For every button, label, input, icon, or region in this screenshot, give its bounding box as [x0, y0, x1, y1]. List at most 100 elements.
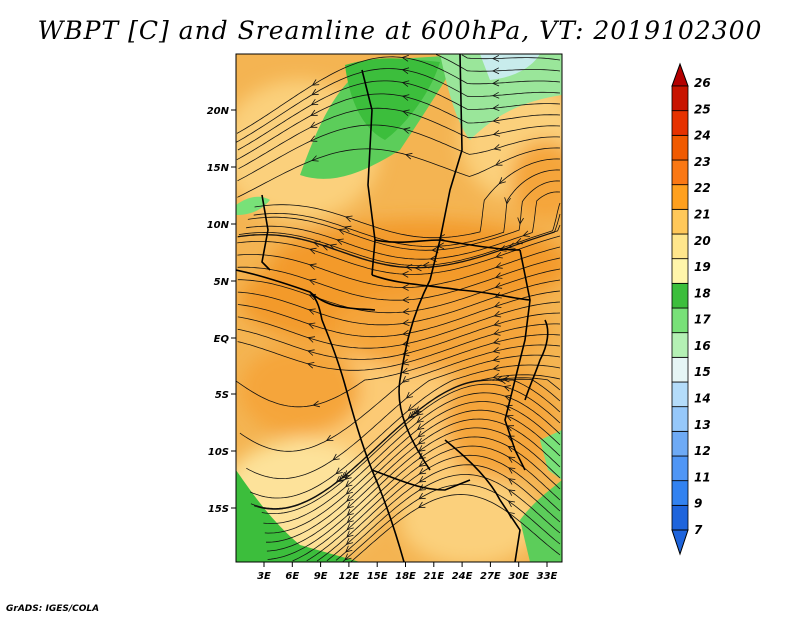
streamline-arrow: [401, 54, 409, 62]
streamline-arrow: [402, 329, 410, 337]
streamline-arrow: [494, 159, 503, 166]
streamline-arrow: [507, 435, 515, 442]
streamline-arrow: [402, 308, 410, 315]
streamline-arrow: [492, 338, 501, 345]
streamline: [247, 180, 561, 251]
lon-label: 24E: [452, 571, 473, 582]
streamline-arrow: [310, 98, 319, 106]
streamline-arrow: [507, 242, 516, 249]
streamline-arrow: [492, 91, 500, 99]
streamline-arrow: [405, 264, 413, 271]
streamline: [236, 56, 561, 134]
colorbar-label: 21: [694, 207, 711, 221]
streamline-arrow: [401, 67, 410, 75]
colorbar-segment: [671, 455, 689, 482]
streamline-arrow: [402, 376, 410, 383]
colorbar-label: 13: [694, 418, 711, 432]
streamline-arrow: [504, 394, 512, 402]
streamline-arrow: [343, 470, 351, 478]
streamline: [260, 378, 561, 510]
lon-label: 30E: [508, 571, 529, 582]
colorbar-label: 15: [694, 365, 711, 379]
streamline-arrow: [493, 144, 501, 151]
lat-label: EQ: [214, 334, 230, 345]
colorbar-segment: [671, 480, 689, 506]
streamline-arrow: [492, 79, 500, 87]
streamline: [237, 124, 561, 182]
streamline-arrow: [401, 349, 410, 357]
lat-label: 10S: [208, 447, 229, 458]
streamline-arrow: [416, 416, 424, 424]
colorbar-segment: [671, 184, 689, 210]
streamline-arrow: [522, 230, 530, 237]
streamline-arrow: [499, 245, 507, 252]
colorbar-segment: [671, 332, 689, 358]
colorbar-segment: [671, 134, 689, 161]
streamline: [237, 268, 561, 314]
streamline-arrow: [309, 121, 318, 128]
streamline-arrow: [492, 67, 500, 75]
streamline: [461, 54, 561, 61]
streamline: [236, 334, 561, 408]
colorbar-segment: [671, 258, 689, 284]
colorbar-label: 11: [694, 470, 711, 484]
streamline-arrow: [417, 430, 425, 438]
streamline: [236, 68, 561, 143]
streamline-arrow: [492, 104, 500, 111]
streamline-arrow: [418, 492, 426, 500]
colorbar-label: 14: [694, 392, 711, 406]
streamline: [267, 427, 561, 560]
streamline-arrow: [507, 445, 515, 453]
streamline-arrow: [418, 475, 427, 483]
streamline-arrow: [502, 375, 510, 383]
streamline: [249, 364, 561, 499]
streamline-arrow: [492, 355, 500, 363]
streamline-arrow: [312, 400, 320, 408]
streamline-arrow: [492, 130, 501, 137]
lat-label: 10N: [207, 220, 230, 231]
longitude-axis: 3E 6E 9E 12E 15E 18E 21E 24E 27E 30E 33E: [257, 562, 558, 582]
streamline: [237, 257, 561, 301]
streamline-arrow: [346, 494, 354, 502]
streamline-arrow: [345, 538, 354, 546]
streamline: [264, 401, 561, 534]
streamline: [253, 169, 561, 247]
streamline: [316, 454, 561, 562]
streamline-arrow: [311, 155, 319, 162]
streamline: [237, 323, 561, 371]
colorbar-segment: [671, 307, 689, 334]
streamline: [435, 54, 561, 72]
streamline-arrow: [307, 349, 315, 356]
colorbar-segment: [671, 85, 689, 112]
streamline: [246, 354, 561, 479]
streamline: [237, 246, 561, 288]
streamline-arrow: [402, 109, 410, 117]
streamline-arrow: [338, 228, 346, 235]
colorbar-label: 20: [694, 234, 711, 248]
streamline-arrow: [344, 215, 353, 222]
colorbar-segment: [671, 504, 689, 531]
colorbar-label: 26: [694, 76, 711, 90]
streamline-arrow: [402, 319, 410, 326]
streamline-arrow: [401, 284, 409, 291]
lon-label: 12E: [339, 571, 360, 582]
streamline: [342, 484, 561, 562]
streamline: [237, 279, 561, 326]
lon-label: 27E: [480, 571, 501, 582]
lat-label: 15S: [208, 504, 229, 515]
colorbar-segment: [671, 159, 689, 186]
lon-label: 33E: [537, 571, 558, 582]
streamline-arrow: [312, 240, 321, 248]
streamline-arrow: [336, 238, 344, 245]
streamline-arrow: [401, 367, 409, 375]
lat-label: 5S: [215, 390, 229, 401]
lon-label: 15E: [367, 571, 388, 582]
streamline-arrow: [416, 423, 425, 431]
streamline-arrow: [407, 404, 415, 412]
streamline-arrow: [401, 80, 410, 87]
streamline-arrow: [307, 336, 316, 343]
streamline-arrow: [495, 262, 503, 269]
colorbar-segment: [671, 233, 689, 260]
streamline-arrow: [405, 391, 414, 399]
map-frame: [235, 53, 563, 563]
